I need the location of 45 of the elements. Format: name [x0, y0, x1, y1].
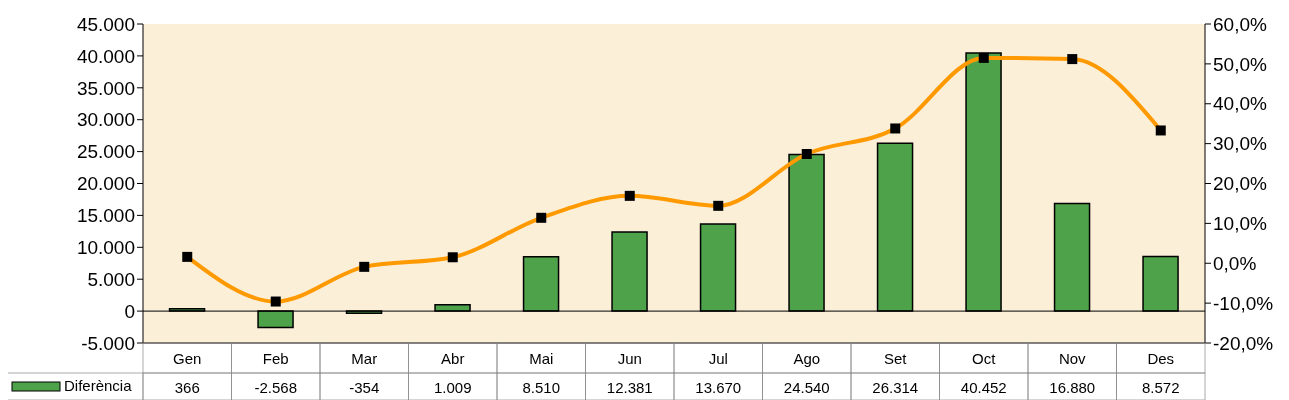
data-label: -2.568 — [254, 379, 298, 396]
legend-label: Diferència — [64, 377, 133, 394]
x-tick-label: Ago — [793, 350, 821, 367]
data-label: 26.314 — [872, 379, 919, 396]
y-tick-label: -5.000 — [81, 332, 135, 354]
y2-tick-label: 40,0% — [1213, 93, 1267, 115]
y2-tick-label: 30,0% — [1213, 133, 1267, 155]
y-tick-label: 35.000 — [76, 77, 135, 99]
y-tick-label: 45.000 — [76, 13, 135, 35]
data-label: 16.880 — [1049, 379, 1096, 396]
x-tick-label: Jul — [708, 350, 728, 367]
y-tick-label: 40.000 — [76, 45, 135, 67]
y2-tick-label: 60,0% — [1213, 13, 1267, 35]
y-tick-label: 20.000 — [76, 173, 135, 195]
y-tick-label: 15.000 — [76, 205, 135, 227]
x-tick-label: Jun — [617, 350, 642, 367]
y-tick-label: 5.000 — [87, 268, 135, 290]
x-tick-label: Abr — [441, 350, 465, 367]
data-label: 366 — [174, 379, 200, 396]
y2-tick-label: 10,0% — [1213, 213, 1267, 235]
y-tick-label: 25.000 — [76, 141, 135, 163]
x-tick-label: Nov — [1058, 350, 1087, 367]
y2-tick-label: 0,0% — [1213, 252, 1257, 274]
y-tick-label: 30.000 — [76, 109, 135, 131]
x-tick-label: Feb — [262, 350, 289, 367]
y-tick-label: 10.000 — [76, 237, 135, 259]
data-label: 12.381 — [606, 379, 653, 396]
x-tick-label: Set — [883, 350, 908, 367]
data-label: 40.452 — [960, 379, 1007, 396]
data-label: 8.572 — [1141, 379, 1180, 396]
y-tick-label: 0 — [124, 300, 135, 322]
data-label: 24.540 — [783, 379, 830, 396]
y2-tick-label: 20,0% — [1213, 173, 1267, 195]
y2-tick-label: -10,0% — [1213, 292, 1274, 314]
x-tick-label: Gen — [173, 350, 202, 367]
x-tick-label: Mar — [351, 350, 378, 367]
data-label: 1.009 — [433, 379, 472, 396]
data-label: 13.670 — [695, 379, 742, 396]
x-tick-label: Des — [1147, 350, 1175, 367]
x-tick-label: Oct — [972, 350, 997, 367]
y2-tick-label: -20,0% — [1213, 332, 1274, 354]
data-label: 8.510 — [522, 379, 561, 396]
x-tick-label: Mai — [529, 350, 554, 367]
data-label: -354 — [349, 379, 380, 396]
y2-tick-label: 50,0% — [1213, 53, 1267, 75]
